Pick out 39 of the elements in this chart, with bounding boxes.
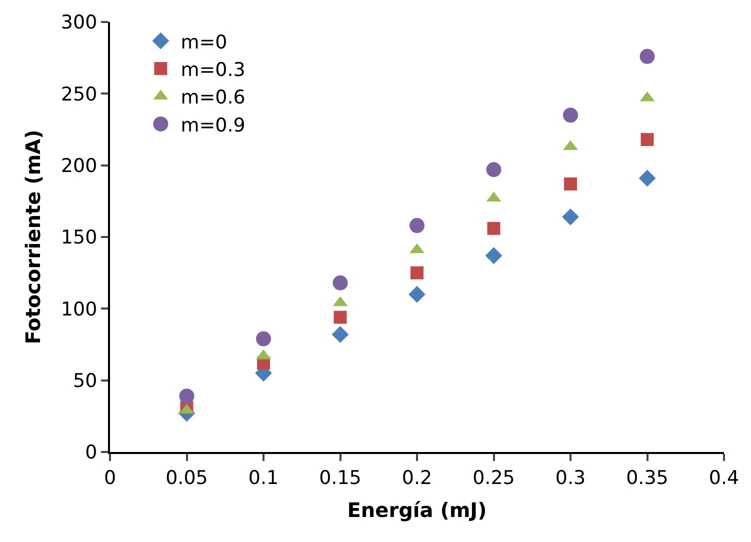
point <box>640 133 654 146</box>
y-tick-label: 250 <box>60 83 98 106</box>
y-tick-label: 300 <box>60 12 98 34</box>
point <box>410 266 424 280</box>
y-tick-label: 200 <box>60 154 98 177</box>
point <box>640 48 655 64</box>
point <box>564 177 577 190</box>
x-tick-label: 0.05 <box>166 466 208 489</box>
y-tick-label: 0 <box>85 442 98 464</box>
point <box>256 331 271 346</box>
y-tick-label: 100 <box>60 298 98 320</box>
x-tick-label: 0.2 <box>402 466 432 489</box>
y-tick-label: 150 <box>60 226 98 249</box>
point <box>485 247 502 264</box>
point <box>563 108 578 123</box>
point <box>408 286 426 303</box>
point <box>638 170 656 187</box>
point <box>410 218 424 234</box>
legend-label: m=0 <box>180 31 228 54</box>
point <box>487 222 500 235</box>
point <box>179 388 194 404</box>
point <box>332 326 349 343</box>
legend-label: m=0.3 <box>180 58 246 81</box>
point <box>334 310 347 324</box>
x-tick-label: 0 <box>104 466 116 489</box>
x-tick-label: 0.35 <box>626 466 668 489</box>
point <box>486 162 502 178</box>
x-axis-title: Energía (mJ) <box>347 498 487 522</box>
legend-label: m=0.6 <box>180 86 246 109</box>
x-tick-label: 0.1 <box>248 466 279 489</box>
y-axis-title: Fotocorriente (mA) <box>20 130 45 344</box>
x-tick-label: 0.4 <box>708 466 740 489</box>
x-tick-label: 0.15 <box>319 466 362 489</box>
point <box>562 208 579 226</box>
point <box>332 275 348 290</box>
x-tick-label: 0.25 <box>472 466 515 489</box>
legend-label: m=0.9 <box>180 114 246 136</box>
x-tick-label: 0.3 <box>555 466 586 489</box>
y-tick-label: 50 <box>73 370 98 392</box>
